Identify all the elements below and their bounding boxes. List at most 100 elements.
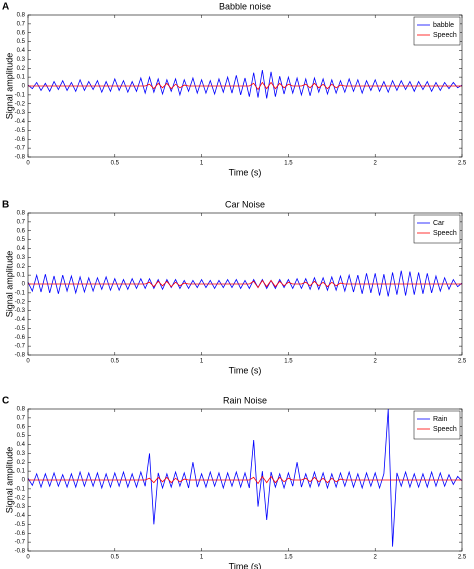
y-tick-label: 0.4 bbox=[17, 442, 26, 448]
legend-label: Car bbox=[433, 220, 445, 227]
y-tick-label: 0.5 bbox=[17, 237, 26, 243]
y-tick-label: -0.7 bbox=[15, 540, 26, 546]
y-tick-label: 0.5 bbox=[17, 39, 26, 45]
y-tick-label: 0 bbox=[22, 282, 26, 288]
y-tick-label: -0.3 bbox=[15, 504, 26, 510]
y-tick-label: 0.4 bbox=[17, 48, 26, 54]
y-tick-label: 0.5 bbox=[17, 433, 26, 439]
x-axis-label: Time (s) bbox=[229, 365, 262, 375]
y-tick-label: 0.2 bbox=[17, 66, 26, 72]
plot-frame bbox=[27, 212, 463, 356]
y-tick-label: 0.1 bbox=[17, 469, 26, 475]
y-tick-label: 0 bbox=[22, 478, 26, 484]
x-axis-label: Time (s) bbox=[229, 167, 262, 177]
x-tick-label: 0.5 bbox=[111, 555, 120, 561]
y-tick-label: 0.2 bbox=[17, 460, 26, 466]
x-tick-label: 1.5 bbox=[284, 555, 293, 561]
panel-label: C bbox=[2, 396, 9, 407]
series-line bbox=[27, 69, 463, 99]
y-tick-label: -0.1 bbox=[15, 486, 26, 492]
legend-box bbox=[413, 214, 461, 244]
x-tick-label: 2 bbox=[374, 359, 378, 365]
panel-label: B bbox=[2, 200, 9, 211]
y-tick-label: 0.7 bbox=[17, 219, 26, 225]
y-tick-label: -0.1 bbox=[15, 290, 26, 296]
x-tick-label: 0.5 bbox=[111, 359, 120, 365]
y-tick-label: 0.1 bbox=[17, 75, 26, 81]
y-tick-label: 0.6 bbox=[17, 228, 26, 234]
y-axis-label: Signal amplitude bbox=[4, 251, 14, 318]
y-axis-label: Signal amplitude bbox=[4, 53, 14, 120]
x-tick-label: 1.5 bbox=[284, 161, 293, 167]
plot-frame bbox=[27, 408, 463, 552]
series-line bbox=[27, 270, 463, 297]
legend-label: Speech bbox=[433, 426, 457, 433]
y-tick-label: -0.5 bbox=[15, 522, 26, 528]
series-line bbox=[28, 475, 462, 485]
y-tick-label: 0.3 bbox=[17, 57, 26, 63]
y-tick-label: -0.2 bbox=[15, 299, 26, 305]
chart-title: Car Noise bbox=[225, 199, 265, 209]
y-tick-label: -0.7 bbox=[15, 146, 26, 152]
y-tick-label: 0.8 bbox=[17, 13, 26, 19]
y-tick-label: -0.1 bbox=[15, 92, 26, 98]
x-tick-label: 2.5 bbox=[458, 555, 467, 561]
y-tick-label: -0.8 bbox=[15, 155, 26, 161]
y-tick-label: -0.4 bbox=[15, 119, 26, 125]
series-line bbox=[28, 81, 462, 91]
x-tick-label: 1 bbox=[200, 359, 204, 365]
y-tick-label: -0.2 bbox=[15, 101, 26, 107]
legend-label: Speech bbox=[433, 230, 457, 237]
x-tick-label: 0 bbox=[26, 359, 30, 365]
y-tick-label: -0.3 bbox=[15, 308, 26, 314]
y-tick-label: 0.3 bbox=[17, 451, 26, 457]
y-tick-label: 0.2 bbox=[17, 264, 26, 270]
y-tick-label: 0.6 bbox=[17, 30, 26, 36]
y-tick-label: -0.2 bbox=[15, 495, 26, 501]
series-line bbox=[28, 279, 462, 289]
x-axis-label: Time (s) bbox=[229, 561, 262, 569]
y-tick-label: -0.8 bbox=[15, 353, 26, 359]
panel-label: A bbox=[2, 2, 9, 13]
y-tick-label: -0.6 bbox=[15, 531, 26, 537]
x-tick-label: 2 bbox=[374, 161, 378, 167]
y-tick-label: -0.6 bbox=[15, 335, 26, 341]
y-tick-label: 0 bbox=[22, 84, 26, 90]
series-line bbox=[27, 408, 463, 547]
y-tick-label: 0.8 bbox=[17, 407, 26, 413]
legend-label: Speech bbox=[433, 32, 457, 39]
y-tick-label: -0.5 bbox=[15, 128, 26, 134]
y-tick-label: 0.4 bbox=[17, 246, 26, 252]
chart-title: Rain Noise bbox=[223, 395, 267, 405]
y-tick-label: -0.6 bbox=[15, 137, 26, 143]
y-tick-label: -0.5 bbox=[15, 326, 26, 332]
y-tick-label: 0.8 bbox=[17, 211, 26, 217]
x-tick-label: 0 bbox=[26, 161, 30, 167]
legend-box bbox=[413, 16, 461, 46]
x-tick-label: 2.5 bbox=[458, 161, 467, 167]
y-tick-label: 0.1 bbox=[17, 273, 26, 279]
y-tick-label: -0.7 bbox=[15, 344, 26, 350]
legend-label: babble bbox=[433, 22, 454, 29]
legend-box bbox=[413, 410, 461, 440]
y-tick-label: 0.7 bbox=[17, 21, 26, 27]
y-tick-label: -0.8 bbox=[15, 549, 26, 555]
x-tick-label: 1 bbox=[200, 555, 204, 561]
chart-title: Babble noise bbox=[219, 1, 271, 11]
y-tick-label: -0.3 bbox=[15, 110, 26, 116]
x-tick-label: 0.5 bbox=[111, 161, 120, 167]
y-tick-label: 0.6 bbox=[17, 424, 26, 430]
y-tick-label: -0.4 bbox=[15, 317, 26, 323]
plot-frame bbox=[27, 14, 463, 158]
x-tick-label: 1.5 bbox=[284, 359, 293, 365]
y-axis-label: Signal amplitude bbox=[4, 447, 14, 514]
y-tick-label: -0.4 bbox=[15, 513, 26, 519]
x-tick-label: 2 bbox=[374, 555, 378, 561]
y-tick-label: 0.7 bbox=[17, 415, 26, 421]
x-tick-label: 1 bbox=[200, 161, 204, 167]
legend-label: Rain bbox=[433, 416, 448, 423]
y-tick-label: 0.3 bbox=[17, 255, 26, 261]
x-tick-label: 0 bbox=[26, 555, 30, 561]
x-tick-label: 2.5 bbox=[458, 359, 467, 365]
